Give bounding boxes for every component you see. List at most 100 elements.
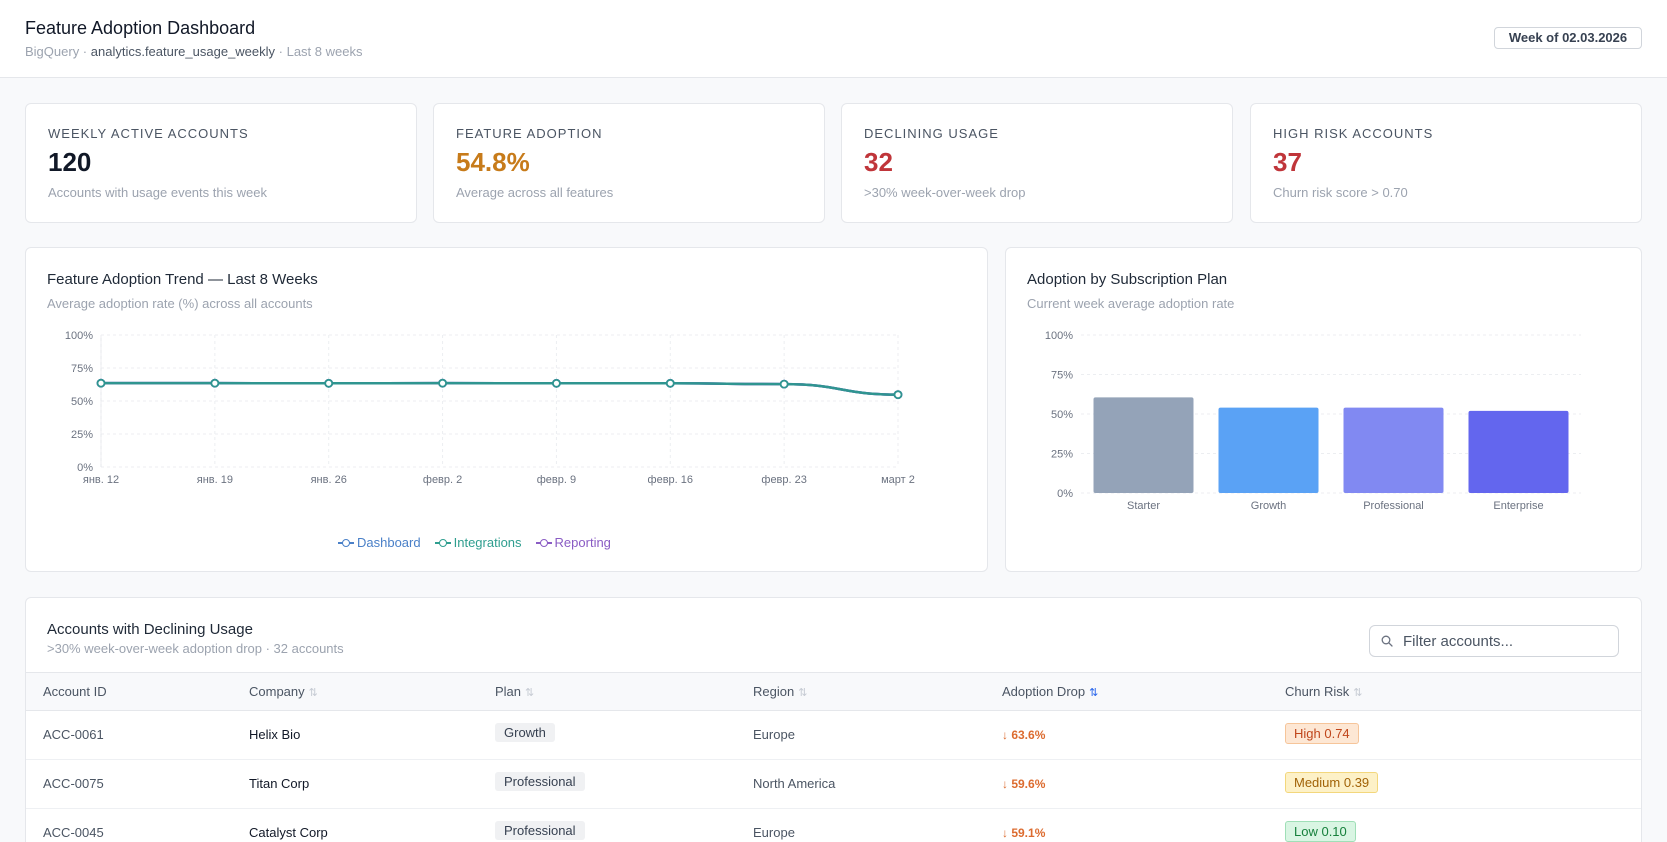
x-tick-label: февр. 9 xyxy=(537,474,576,486)
table-header: Account ID Company ⇅ Plan ⇅ Region ⇅ Adopti… xyxy=(26,672,1641,711)
sort-icon[interactable]: ⇅ xyxy=(308,687,318,699)
kpi-desc: Accounts with usage events this week xyxy=(48,185,267,200)
column-header-churn-risk[interactable]: Churn Risk ⇅ xyxy=(1285,684,1363,699)
kpi-label: WEEKLY ACTIVE ACCOUNTS xyxy=(48,126,249,141)
legend-label: Integrations xyxy=(453,535,522,550)
table-row[interactable]: ACC-0075 Titan Corp Professional North A… xyxy=(26,760,1641,809)
x-tick-label: янв. 12 xyxy=(83,474,119,486)
kpi-label: HIGH RISK ACCOUNTS xyxy=(1273,126,1434,141)
sort-active-icon[interactable]: ⇅ xyxy=(1089,687,1099,699)
search-icon xyxy=(1381,635,1393,647)
line-chart: 0% 25% 50% 75% 100% янв. 12 янв. 19 янв. 26 февр… xyxy=(65,330,915,486)
kpi-value: 32 xyxy=(864,147,893,177)
company-cell: Titan Corp xyxy=(249,776,310,791)
x-tick-label: февр. 16 xyxy=(648,474,693,486)
table-name: analytics.feature_usage_weekly xyxy=(90,44,276,59)
x-tick-label: февр. 23 xyxy=(761,474,806,486)
y-tick-label: 100% xyxy=(65,330,93,342)
column-header-company[interactable]: Company ⇅ xyxy=(249,684,318,699)
data-point xyxy=(438,378,447,388)
x-tick-label: Starter xyxy=(1127,500,1160,512)
adoption-drop-cell: ↓ 63.6% xyxy=(1002,728,1046,742)
company-cell: Helix Bio xyxy=(249,727,301,742)
page-title: Feature Adoption Dashboard xyxy=(25,18,256,38)
legend-marker-icon xyxy=(535,538,552,547)
trend-chart-title: Feature Adoption Trend — Last 8 Weeks xyxy=(47,271,318,288)
kpi-high-risk-accounts: HIGH RISK ACCOUNTS 37 Churn risk score >… xyxy=(1250,103,1642,223)
x-tick-label: февр. 2 xyxy=(423,474,462,486)
kpi-declining-usage: DECLINING USAGE 32 >30% week-over-week d… xyxy=(841,103,1233,223)
kpi-value: 120 xyxy=(48,147,92,177)
plan-chart-subtitle: Current week average adoption rate xyxy=(1027,296,1235,311)
plan-badge: Professional xyxy=(495,821,585,840)
legend-marker-icon xyxy=(338,538,354,547)
kpi-label: DECLINING USAGE xyxy=(864,126,999,141)
legend-item-reporting[interactable]: Reporting xyxy=(535,535,611,550)
column-header-account-id[interactable]: Account ID xyxy=(43,684,107,699)
bar-enterprise xyxy=(1468,410,1569,493)
churn-risk-badge: Medium 0.39 xyxy=(1285,772,1379,793)
y-tick-label: 0% xyxy=(77,462,93,474)
table-subtitle: >30% week-over-week adoption drop · 32 a… xyxy=(47,641,344,656)
data-point xyxy=(893,390,903,400)
page-header: Feature Adoption Dashboard BigQuery · an… xyxy=(0,0,1667,78)
x-tick-label: март 2 xyxy=(881,474,915,486)
bar-professional xyxy=(1343,407,1444,493)
y-tick-label: 50% xyxy=(71,396,93,408)
account-id-cell: ACC-0045 xyxy=(43,825,104,840)
legend-label: Reporting xyxy=(554,535,611,550)
x-tick-label: Professional xyxy=(1363,500,1424,512)
plan-chart-title: Adoption by Subscription Plan xyxy=(1027,271,1228,288)
column-label: Churn Risk xyxy=(1285,684,1350,699)
y-tick-label: 75% xyxy=(71,363,93,375)
plan-badge: Professional xyxy=(495,772,585,791)
column-header-plan[interactable]: Plan ⇅ xyxy=(495,684,534,699)
kpi-label: FEATURE ADOPTION xyxy=(456,126,603,141)
sort-icon[interactable]: ⇅ xyxy=(1353,687,1363,699)
y-tick-label: 75% xyxy=(1051,370,1073,382)
filter-box[interactable] xyxy=(1369,625,1619,657)
trend-chart-card: Feature Adoption Trend — Last 8 Weeks Av… xyxy=(25,247,988,572)
column-header-region[interactable]: Region ⇅ xyxy=(753,684,807,699)
week-badge[interactable]: Week of 02.03.2026 xyxy=(1494,27,1642,49)
table-title: Accounts with Declining Usage xyxy=(47,621,253,638)
data-point xyxy=(552,378,561,388)
plan-badge: Growth xyxy=(495,723,555,742)
y-tick-label: 0% xyxy=(1057,488,1073,500)
column-label: Plan xyxy=(495,684,522,699)
filter-accounts-input[interactable] xyxy=(1403,631,1608,652)
churn-risk-badge: High 0.74 xyxy=(1285,723,1359,744)
column-label: Adoption Drop xyxy=(1002,684,1086,699)
x-tick-label: янв. 26 xyxy=(311,474,347,486)
column-label: Company xyxy=(249,684,305,699)
data-point xyxy=(779,379,789,389)
table-row[interactable]: ACC-0045 Catalyst Corp Professional Euro… xyxy=(26,809,1641,842)
account-id-cell: ACC-0075 xyxy=(43,776,104,791)
sort-icon[interactable]: ⇅ xyxy=(798,687,808,699)
trend-chart-subtitle: Average adoption rate (%) across all acc… xyxy=(47,296,313,311)
x-tick-label: янв. 19 xyxy=(197,474,233,486)
chart-legend: Dashboard Integrations Reporting xyxy=(338,535,611,550)
table-row[interactable]: ACC-0061 Helix Bio Growth Europe ↓ 63.6%… xyxy=(26,711,1641,760)
adoption-drop-cell: ↓ 59.1% xyxy=(1002,826,1046,840)
churn-risk-badge: Low 0.10 xyxy=(1285,821,1356,842)
x-tick-label: Growth xyxy=(1251,500,1286,512)
data-point xyxy=(210,378,220,388)
region-cell: Europe xyxy=(753,825,795,840)
sort-icon[interactable]: ⇅ xyxy=(525,687,535,699)
data-point xyxy=(96,378,106,388)
legend-marker-icon xyxy=(434,538,451,547)
y-tick-label: 25% xyxy=(71,429,93,441)
kpi-value: 54.8% xyxy=(456,147,530,177)
kpi-feature-adoption: FEATURE ADOPTION 54.8% Average across al… xyxy=(433,103,825,223)
y-tick-label: 50% xyxy=(1051,409,1073,421)
legend-item-integrations[interactable]: Integrations xyxy=(434,535,522,550)
kpi-desc: Average across all features xyxy=(456,185,614,200)
column-header-adoption-drop[interactable]: Adoption Drop ⇅ xyxy=(1002,684,1098,699)
company-cell: Catalyst Corp xyxy=(249,825,328,840)
region-cell: Europe xyxy=(753,727,795,742)
range-label: · Last 8 weeks xyxy=(275,44,363,59)
region-cell: North America xyxy=(753,776,836,791)
data-point xyxy=(324,378,334,388)
legend-item-dashboard[interactable]: Dashboard xyxy=(338,535,421,550)
